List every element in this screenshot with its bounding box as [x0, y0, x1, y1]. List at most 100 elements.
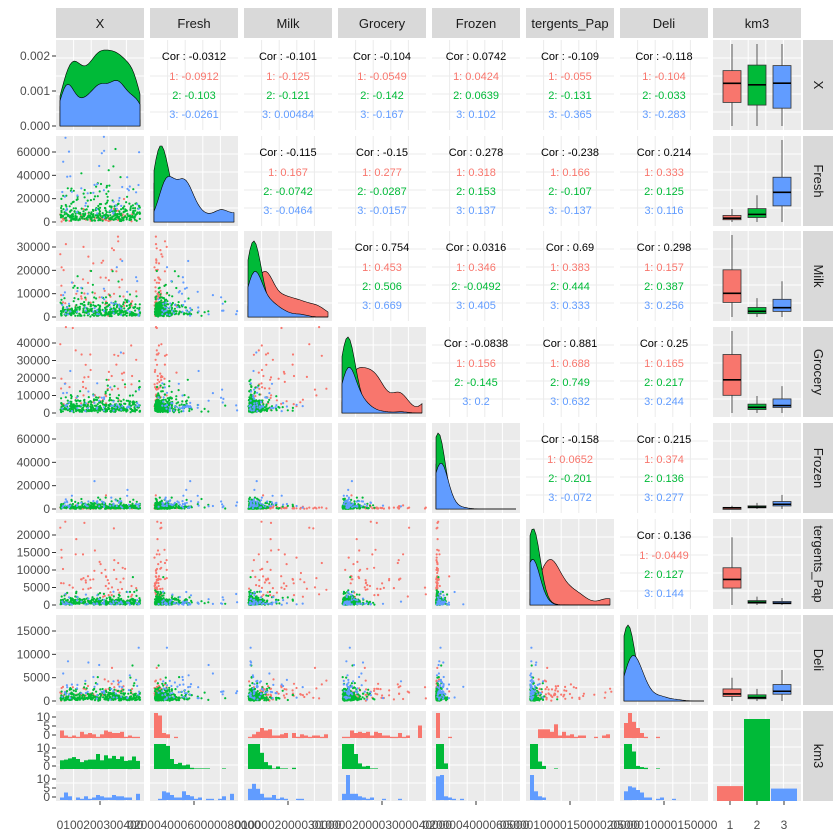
scatter-point — [92, 578, 95, 581]
scatter-point — [155, 349, 158, 352]
scatter-point — [84, 410, 87, 413]
scatter-point — [135, 408, 138, 412]
scatter-point — [96, 212, 99, 215]
scatter-point — [114, 204, 117, 207]
scatter-point — [96, 309, 99, 312]
scatter-point — [82, 245, 85, 248]
scatter-point — [68, 407, 71, 410]
scatter-point — [106, 195, 109, 198]
scatter-point — [124, 310, 127, 313]
scatter-point — [129, 400, 132, 403]
scatter-point — [358, 500, 361, 503]
scatter-point — [313, 388, 317, 391]
scatter-point — [100, 500, 103, 503]
scatter-point — [93, 401, 96, 404]
cor-total: Cor : 0.25 — [640, 338, 688, 350]
scatter-point — [291, 353, 295, 356]
scatter-point — [155, 259, 158, 262]
scatter-point — [90, 211, 93, 214]
cor-group-2: 2: -0.103 — [172, 90, 215, 102]
scatter-point — [134, 213, 137, 216]
scatter-point — [101, 212, 104, 215]
scatter-point — [163, 383, 166, 386]
scatter-point — [91, 215, 94, 218]
scatter-point — [74, 399, 77, 402]
scatter-point — [259, 506, 263, 509]
scatter-point — [249, 382, 252, 385]
scatter-point — [102, 310, 105, 313]
scatter-point — [60, 377, 63, 380]
scatter-point — [83, 292, 86, 295]
scatter-point — [166, 303, 169, 306]
strip-label-top: Frozen — [456, 16, 496, 31]
scatter-point — [132, 188, 135, 191]
scatter-point — [124, 402, 127, 405]
scatter-point — [236, 409, 239, 412]
scatter-point — [158, 380, 161, 383]
scatter-point — [115, 577, 118, 581]
scatter-point — [282, 402, 285, 405]
cor-total: Cor : -0.104 — [353, 51, 411, 63]
scatter-point — [64, 326, 67, 329]
scatter-point — [176, 306, 179, 309]
cor-group-2: 2: -0.0492 — [451, 281, 501, 293]
scatter-point — [221, 506, 224, 509]
scatter-point — [136, 307, 139, 310]
scatter-point — [62, 208, 65, 211]
scatter-point — [105, 408, 108, 411]
scatter-point — [252, 369, 255, 373]
scatter-point — [118, 306, 121, 309]
scatter-point — [87, 375, 90, 378]
scatter-point — [85, 507, 88, 510]
scatter-point — [207, 310, 210, 313]
scatter-point — [98, 296, 101, 299]
cor-group-2: 2: -0.107 — [548, 186, 591, 198]
scatter-point — [107, 404, 110, 407]
scatter-point — [253, 488, 256, 491]
scatter-point — [268, 503, 271, 506]
cor-group-2: 2: -0.0287 — [357, 186, 407, 198]
cor-group-3: 3: -0.0157 — [357, 205, 407, 217]
scatter-point — [159, 372, 162, 375]
scatter-point — [93, 404, 97, 407]
scatter-point — [82, 309, 85, 312]
scatter-point — [320, 354, 323, 357]
scatter-point — [82, 207, 85, 211]
scatter-point — [197, 369, 200, 373]
scatter-point — [87, 312, 90, 315]
scatter-point — [122, 216, 125, 220]
scatter-point — [182, 303, 185, 307]
scatter-point — [157, 281, 161, 284]
cor-total: Cor : -0.115 — [259, 147, 316, 159]
scatter-point — [108, 184, 111, 187]
scatter-point — [109, 308, 112, 311]
scatter-point — [92, 262, 95, 265]
scatter-point — [131, 300, 134, 303]
panel-bg — [526, 231, 614, 321]
scatter-point — [113, 385, 116, 388]
scatter-point — [118, 286, 121, 289]
scatter-point — [248, 405, 251, 408]
scatter-point — [92, 191, 95, 194]
scatter-point — [104, 209, 107, 212]
scatter-point — [82, 304, 85, 307]
scatter-point — [260, 499, 263, 502]
scatter-point — [155, 326, 158, 330]
scatter-point — [126, 301, 129, 304]
scatter-point — [92, 312, 96, 315]
scatter-point — [266, 352, 270, 355]
scatter-point — [71, 502, 74, 506]
scatter-point — [175, 286, 178, 290]
scatter-point — [185, 488, 188, 491]
scatter-point — [120, 313, 123, 316]
scatter-point — [60, 266, 63, 269]
scatter-point — [125, 314, 128, 317]
scatter-point — [269, 376, 273, 379]
scatter-point — [83, 215, 86, 218]
scatter-point — [128, 215, 131, 218]
scatter-point — [117, 217, 120, 220]
scatter-point — [163, 306, 166, 309]
scatter-point — [62, 269, 65, 272]
